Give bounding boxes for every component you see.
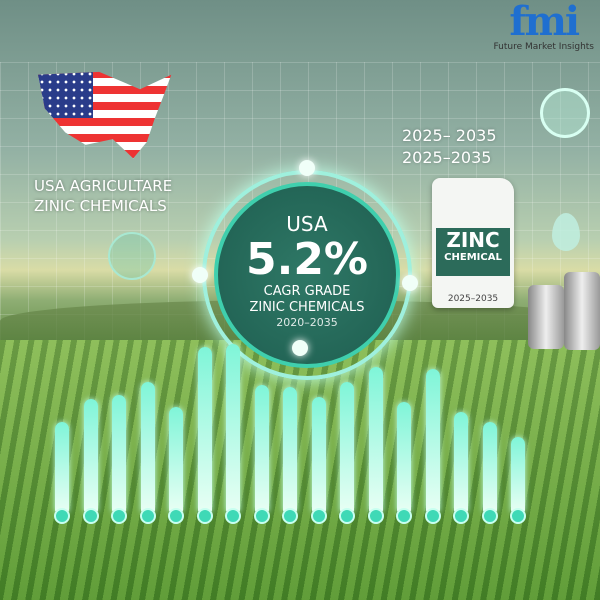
bar (169, 407, 183, 512)
bar-base-dot (424, 508, 441, 524)
cagr-circle: USA 5.2% CAGR GRADE ZINIC CHEMICALS 2020… (214, 182, 400, 368)
bar-base-dot (82, 508, 99, 524)
bar (368, 367, 383, 512)
dna-coin-icon (108, 232, 156, 280)
bar (254, 385, 269, 512)
corn-field (0, 340, 600, 600)
bar (112, 395, 126, 512)
bar (425, 369, 440, 512)
bar-base-dot (396, 508, 412, 524)
node-dot (299, 160, 315, 176)
bar (226, 344, 240, 512)
bar (454, 412, 468, 512)
zinc-jug: ZINC CHEMICAL 2025–2035 (432, 178, 514, 308)
bar (397, 402, 411, 512)
bar (55, 422, 69, 512)
bar (140, 382, 155, 512)
bar-base-dot (282, 508, 298, 524)
storage-tank-icon (528, 285, 564, 349)
globe-icon (540, 88, 590, 138)
fmi-logo: fmi Future Market Insights (493, 0, 594, 53)
bar-base-dot (481, 508, 498, 524)
bar-base-dot (139, 508, 156, 524)
bar-base-dot (367, 508, 384, 524)
bar-base-dot (54, 508, 70, 524)
bar-base-dot (225, 508, 241, 524)
bar (83, 399, 98, 512)
storage-tank-icon (564, 272, 600, 350)
bar (340, 382, 354, 512)
node-dot (192, 267, 208, 283)
bar-base-dot (168, 508, 184, 524)
bar-base-dot (111, 508, 127, 524)
droplet-icon (552, 213, 580, 251)
bar-base-dot (196, 508, 213, 524)
bar-base-dot (253, 508, 270, 524)
node-dot (292, 340, 308, 356)
bar (197, 347, 212, 512)
left-title: USA AGRICULTARE ZINIC CHEMICALS (34, 177, 173, 215)
bar-base-dot (339, 508, 355, 524)
node-dot (402, 275, 418, 291)
bar (482, 422, 497, 512)
years-label: 2025– 2035 2025–2035 (402, 126, 497, 167)
bar (283, 387, 297, 512)
bar-base-dot (310, 508, 327, 524)
bar (311, 397, 326, 512)
jug-label: ZINC CHEMICAL (436, 228, 510, 276)
bar-base-dot (453, 508, 469, 524)
bar-base-dot (510, 508, 526, 524)
bar (511, 437, 525, 512)
